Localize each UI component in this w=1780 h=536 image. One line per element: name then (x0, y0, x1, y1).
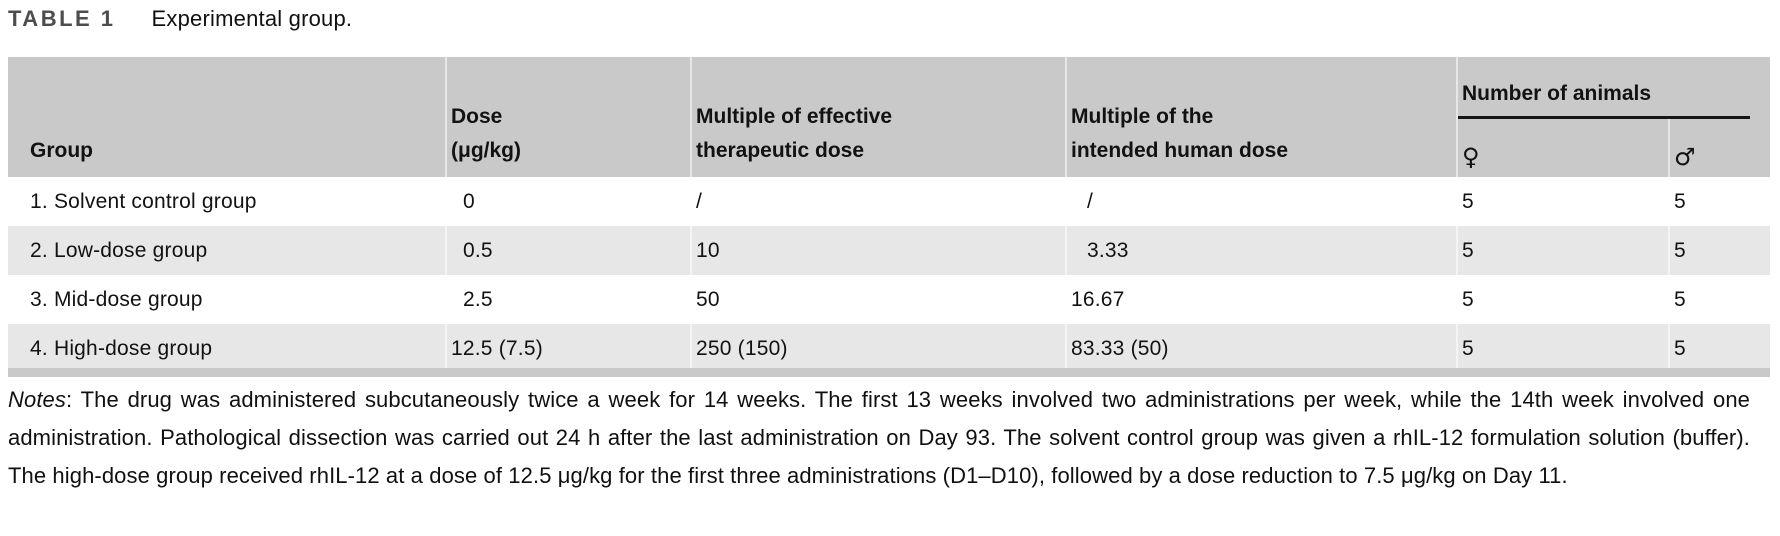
table-title: TABLE 1 Experimental group. (8, 6, 352, 36)
cell-multiple-effective: 250 (150) (692, 324, 1067, 373)
table-row: 2. Low-dose group 0.5 10 3.33 5 5 (8, 226, 1771, 275)
cell-multiple-human: 16.67 (1067, 275, 1458, 324)
notes-label: Notes (8, 387, 66, 412)
cell-dose: 12.5 (7.5) (447, 324, 692, 373)
header-dose-line2: (μg/kg) (451, 139, 522, 162)
table-row: 3. Mid-dose group 2.5 50 16.67 5 5 (8, 275, 1770, 324)
cell-male-count: 5 (1674, 189, 1686, 213)
table-row: 4. High-dose group 12.5 (7.5) 250 (150) … (8, 324, 1771, 373)
cell-multiple-human: 83.33 (50) (1067, 324, 1458, 373)
header-group: Group (8, 57, 447, 177)
cell-male-count: 5 (1670, 226, 1771, 275)
cell-female-count: 5 (1458, 324, 1670, 373)
header-multiple-human-line1: Multiple of the (1071, 105, 1214, 128)
header-multiple-human-line2: intended human dose (1071, 139, 1289, 162)
cell-group: 3. Mid-dose group (8, 275, 447, 324)
cell-female-count: 5 (1458, 226, 1670, 275)
cell-female-count: 5 (1458, 177, 1670, 226)
notes-text: : The drug was administered subcutaneous… (8, 387, 1750, 488)
experimental-group-table: Group Dose (μg/kg) Multiple of effective… (8, 57, 1771, 373)
cell-group: 4. High-dose group (8, 324, 447, 373)
header-multiple-effective-line2: therapeutic dose (696, 139, 865, 162)
table-bottom-rule (8, 368, 1770, 377)
header-dose: Dose (μg/kg) (447, 57, 692, 177)
table-caption: Experimental group. (151, 6, 353, 31)
header-number-of-animals: Number of animals (1458, 57, 1771, 119)
cell-multiple-human: 3.33 (1067, 226, 1458, 275)
cell-female-count: 5 (1458, 275, 1670, 324)
cell-multiple-effective: 10 (692, 226, 1067, 275)
header-multiple-effective-line1: Multiple of effective (696, 105, 893, 128)
table-notes: Notes: The drug was administered subcuta… (8, 381, 1750, 495)
header-multiple-human: Multiple of the intended human dose (1067, 57, 1458, 177)
cell-dose: 0.5 (447, 226, 692, 275)
header-group-label: Group (30, 139, 93, 162)
table-label: TABLE 1 (8, 6, 116, 31)
cell-male-count: 5 (1674, 287, 1686, 311)
cell-male-count: 5 (1670, 324, 1771, 373)
cell-multiple-effective: / (692, 177, 1067, 226)
header-dose-line1: Dose (451, 105, 503, 128)
cell-multiple-effective: 50 (692, 275, 1067, 324)
table-header: Group Dose (μg/kg) Multiple of effective… (8, 57, 1771, 177)
cell-multiple-human: / (1067, 177, 1458, 226)
male-symbol-header: ♂ (1670, 119, 1771, 177)
cell-group: 1. Solvent control group (8, 177, 447, 226)
female-symbol-header: ♀ (1458, 119, 1670, 177)
header-number-of-animals-label: Number of animals (1458, 79, 1751, 119)
cell-dose: 2.5 (447, 275, 692, 324)
table-body: 1. Solvent control group 0 / / 5 5 2. Lo… (8, 177, 1771, 373)
header-multiple-effective: Multiple of effective therapeutic dose (692, 57, 1067, 177)
cell-dose: 0 (447, 177, 692, 226)
table-row: 1. Solvent control group 0 / / 5 5 (8, 177, 1770, 226)
cell-group: 2. Low-dose group (8, 226, 447, 275)
